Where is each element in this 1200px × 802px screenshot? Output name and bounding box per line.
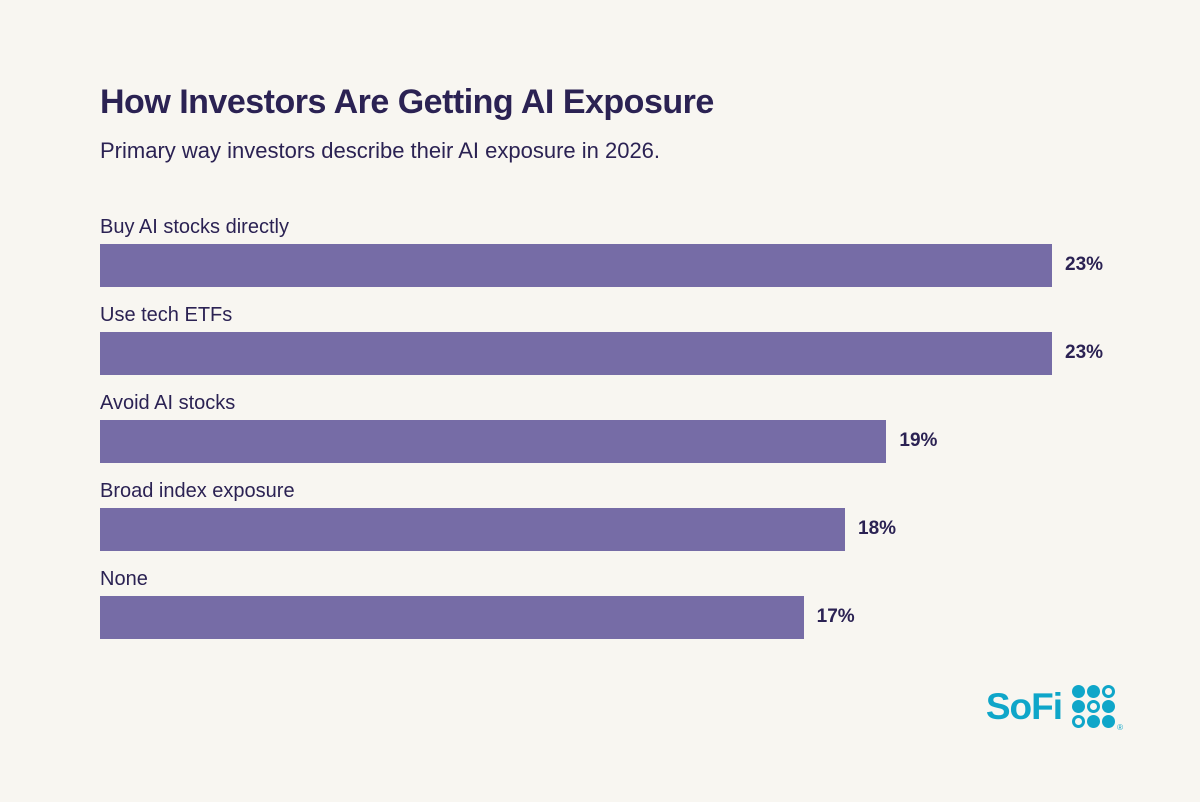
bar-chart: Buy AI stocks directly 23% Use tech ETFs 23…: [100, 215, 1104, 639]
value-label: 18%: [858, 518, 897, 540]
chart-row: Avoid AI stocks 19%: [100, 391, 1100, 463]
chart-row: None 17%: [100, 567, 1100, 639]
sofi-wordmark: SoFi: [985, 686, 1063, 727]
sofi-dot-ring: [1072, 715, 1085, 728]
sofi-dot-ring: [1087, 700, 1100, 713]
sofi-dot-ring: [1102, 685, 1115, 698]
category-label: Broad index exposure: [100, 479, 295, 502]
chart-row: Broad index exposure 18%: [100, 479, 1100, 551]
sofi-dot-filled: [1102, 700, 1115, 713]
category-label: Buy AI stocks directly: [100, 215, 289, 238]
chart-row: Buy AI stocks directly 23%: [100, 215, 1104, 287]
category-label: Avoid AI stocks: [100, 391, 236, 414]
bar-line: 23%: [100, 331, 1104, 375]
sofi-dot-filled: [1087, 715, 1100, 728]
sofi-dot-filled: [1072, 685, 1085, 698]
bar: [100, 595, 804, 639]
sofi-logo: SoFi ®: [985, 685, 1123, 732]
value-label: 19%: [899, 430, 938, 452]
sofi-dot-filled: [1072, 700, 1085, 713]
category-label: None: [100, 567, 148, 590]
sofi-dots-icon: ®: [1072, 685, 1123, 732]
chart-title: How Investors Are Getting AI Exposure: [100, 83, 714, 121]
bar: [100, 243, 1052, 287]
value-label: 23%: [1065, 254, 1104, 276]
chart-subtitle: Primary way investors describe their AI …: [100, 138, 661, 164]
value-label: 17%: [816, 606, 855, 628]
bar-line: 19%: [100, 419, 1100, 463]
registered-trademark-icon: ®: [1117, 723, 1123, 732]
sofi-dot-filled: [1102, 715, 1115, 728]
sofi-dot-filled: [1087, 685, 1100, 698]
bar-line: 23%: [100, 243, 1104, 287]
chart-row: Use tech ETFs 23%: [100, 303, 1104, 375]
category-label: Use tech ETFs: [100, 303, 233, 326]
bar: [100, 507, 846, 551]
bar: [100, 331, 1052, 375]
bar-line: 17%: [100, 595, 1100, 639]
bar: [100, 419, 887, 463]
value-label: 23%: [1065, 342, 1104, 364]
bar-line: 18%: [100, 507, 1100, 551]
